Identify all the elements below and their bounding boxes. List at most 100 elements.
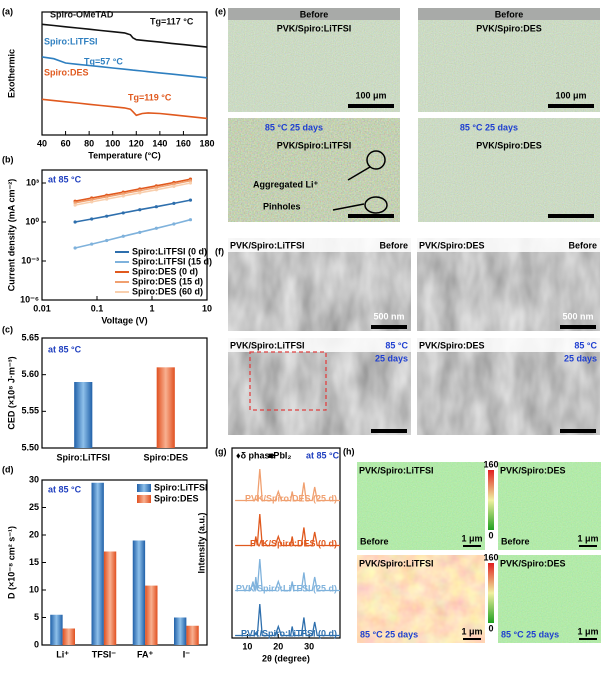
legend-label: Spiro:DES (0 d) <box>132 266 198 276</box>
y-tick-label: 0 <box>34 639 39 649</box>
arrow <box>332 203 365 211</box>
image-condition: Before <box>379 240 408 250</box>
header-band <box>228 338 411 352</box>
scale-bar <box>560 325 596 329</box>
callout <box>366 150 386 170</box>
scale-bar-label: 1 μm <box>577 626 598 636</box>
y-tick-label: 5 <box>34 612 39 622</box>
series-label: Spiro:LiTFSI <box>44 36 98 46</box>
x-tick-label: 10 <box>242 641 252 651</box>
data-line <box>74 199 191 223</box>
data-line <box>235 468 340 502</box>
header-band <box>417 338 600 352</box>
data-line <box>41 23 208 48</box>
colorbar <box>488 563 494 623</box>
data-point <box>138 189 142 193</box>
x-tick-label: Li⁺ <box>56 649 69 659</box>
data-point <box>154 188 158 192</box>
image-note: Aggregated Li⁺ <box>253 179 319 189</box>
y-tick-label: 10⁻³ <box>21 255 39 265</box>
x-axis-label: Voltage (V) <box>101 315 147 325</box>
image-label: PVK/Spiro:DES <box>476 23 542 33</box>
highlight-box <box>249 351 327 411</box>
panel-label: (a) <box>2 6 13 16</box>
header-band <box>228 8 400 20</box>
data-point <box>90 200 94 204</box>
scale-bar <box>348 214 394 218</box>
data-line <box>74 218 191 249</box>
legend-label: Spiro:DES (15 d) <box>132 276 203 286</box>
annotation: Tg=57 °C <box>84 56 123 66</box>
x-tick-label: 1 <box>149 303 154 313</box>
annotation: ■PbI₂ <box>268 450 291 460</box>
data-point <box>105 214 109 218</box>
data-point <box>154 185 158 190</box>
image-condition: Before <box>360 536 389 546</box>
data-line <box>41 98 208 120</box>
y-tick-label: 25 <box>29 502 39 512</box>
potential-map <box>498 555 601 643</box>
image-label: PVK/Spiro:DES <box>500 558 566 568</box>
colorbar <box>488 470 494 530</box>
data-point <box>105 197 109 201</box>
data-point <box>172 222 176 226</box>
x-tick-label: I⁻ <box>183 649 191 659</box>
data-point <box>154 226 158 230</box>
sem-image <box>228 238 411 331</box>
x-axis-label: Temperature (°C) <box>88 150 160 160</box>
image-label: PVK/Spiro:DES <box>419 340 485 350</box>
image-label: PVK/Spiro:DES <box>419 240 485 250</box>
colorbar-label: 160 <box>483 459 498 469</box>
image-condition: Before <box>501 536 530 546</box>
y-tick-label: 5.50 <box>21 442 39 452</box>
y-tick-label: 5.65 <box>21 332 39 342</box>
data-point <box>138 208 142 212</box>
data-point <box>105 195 109 199</box>
data-line <box>74 178 191 202</box>
scale-bar <box>371 429 407 433</box>
header-band <box>417 238 600 252</box>
image-label: PVK/Spiro:LiTFSI <box>230 340 305 350</box>
scale-bar <box>371 325 407 329</box>
sem-image <box>417 338 600 435</box>
panel-label: (h) <box>343 446 355 456</box>
data-line <box>74 179 191 204</box>
x-tick-label: 30 <box>304 641 314 651</box>
potential-map <box>498 462 601 550</box>
data-point <box>90 217 94 221</box>
image-label: PVK/Spiro:LiTFSI <box>230 240 305 250</box>
y-axis-label: CED (×10⁸ J·m⁻³) <box>6 356 16 429</box>
image-header: 85 °C 25 days <box>460 122 518 132</box>
scale-bar-label: 1 μm <box>577 533 598 543</box>
data-point <box>121 234 125 238</box>
micrograph <box>418 118 600 222</box>
image-condition: 25 days <box>564 353 597 363</box>
bar <box>174 617 187 645</box>
y-tick-label: 5.60 <box>21 369 39 379</box>
data-point <box>105 238 109 243</box>
panel-label: (c) <box>2 324 13 334</box>
scale-bar-label: 100 μm <box>355 90 386 100</box>
x-tick-label: 60 <box>61 138 71 148</box>
bar <box>145 585 158 645</box>
x-axis-label: 2θ (degree) <box>262 653 310 663</box>
x-tick-label: FA⁺ <box>137 649 154 659</box>
bar <box>103 551 117 645</box>
panel-label: (f) <box>215 246 224 256</box>
plot-frame <box>41 337 208 449</box>
data-point <box>73 201 77 205</box>
scale-bar <box>579 545 597 547</box>
data-point <box>172 184 176 188</box>
panel-label: (e) <box>215 6 226 16</box>
header-band <box>418 8 600 20</box>
data-point <box>90 242 94 246</box>
sem-image <box>417 238 600 331</box>
x-tick-label: 160 <box>176 138 191 148</box>
data-point <box>73 246 77 250</box>
y-axis-label: Current density (mA cm⁻²) <box>6 179 16 291</box>
colorbar-label: 160 <box>483 552 498 562</box>
x-tick-label: 100 <box>105 138 120 148</box>
bar <box>186 625 199 645</box>
data-point <box>138 191 142 195</box>
